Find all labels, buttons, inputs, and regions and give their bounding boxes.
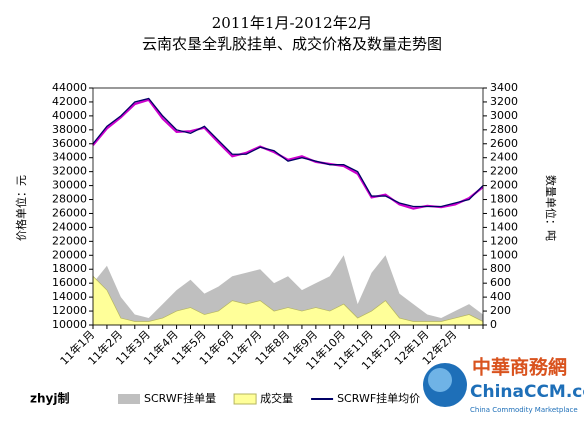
- y-tick-label: 14000: [52, 290, 87, 303]
- y2-tick-label: 1200: [490, 234, 518, 247]
- y2-tick-label: 2600: [490, 137, 518, 150]
- y-tick-label: 16000: [52, 276, 87, 289]
- y2-tick-label: 3000: [490, 109, 518, 122]
- y-tick-label: 26000: [52, 206, 87, 219]
- logo-site: ChinaCCM.com: [470, 382, 584, 402]
- chart-subtitle: 云南农垦全乳胶挂单、成交价格及数量走势图: [142, 35, 442, 53]
- chart-title: 2011年1月-2012年2月: [212, 14, 373, 32]
- y-tick-label: 38000: [52, 123, 87, 136]
- legend-label: SCRWF挂单均价: [337, 391, 420, 405]
- y2-axis-label: 数量单位：吨: [544, 175, 558, 241]
- y-tick-label: 18000: [52, 262, 87, 275]
- legend-label: 成交量: [260, 391, 293, 405]
- y-tick-label: 12000: [52, 304, 87, 317]
- y-tick-label: 40000: [52, 109, 87, 122]
- y-tick-label: 10000: [52, 318, 87, 331]
- line: [92, 97, 484, 208]
- y-tick-label: 30000: [52, 179, 87, 192]
- y-tick-label: 44000: [52, 81, 87, 94]
- y-tick-label: 20000: [52, 248, 87, 261]
- logo-tagline: China Commodity Marketplace: [470, 406, 578, 414]
- y2-tick-label: 400: [490, 290, 511, 303]
- y-tick-label: 32000: [52, 165, 87, 178]
- y2-tick-label: 3200: [490, 95, 518, 108]
- y2-tick-label: 0: [490, 318, 497, 331]
- y2-tick-label: 2200: [490, 165, 518, 178]
- credit: zhyj制: [30, 391, 69, 406]
- y2-tick-label: 3400: [490, 81, 518, 94]
- y2-tick-label: 200: [490, 304, 511, 317]
- y-axis-label: 价格单位：元: [14, 175, 28, 241]
- y2-tick-label: 2000: [490, 179, 518, 192]
- logo-name: 中華商務網: [472, 356, 567, 379]
- y-tick-label: 28000: [52, 193, 87, 206]
- legend-swatch: [118, 394, 140, 404]
- y-tick-label: 24000: [52, 220, 87, 233]
- y-tick-label: 42000: [52, 95, 87, 108]
- y2-tick-label: 1400: [490, 220, 518, 233]
- logo-globe-highlight: [428, 368, 452, 392]
- y2-tick-label: 2400: [490, 151, 518, 164]
- y2-tick-label: 1000: [490, 248, 518, 261]
- line: [92, 98, 484, 210]
- y-tick-label: 36000: [52, 137, 87, 150]
- legend-label: SCRWF挂单量: [144, 391, 216, 405]
- y2-tick-label: 1600: [490, 206, 518, 219]
- legend-swatch: [233, 393, 257, 405]
- area: [92, 275, 484, 326]
- y-tick-label: 22000: [52, 234, 87, 247]
- y2-tick-label: 600: [490, 276, 511, 289]
- y2-tick-label: 1800: [490, 193, 518, 206]
- logo: 中華商務網 ChinaCCM.com China Commodity Marke…: [423, 356, 584, 414]
- y2-tick-label: 2800: [490, 123, 518, 136]
- y-tick-label: 34000: [52, 151, 87, 164]
- y2-tick-label: 800: [490, 262, 511, 275]
